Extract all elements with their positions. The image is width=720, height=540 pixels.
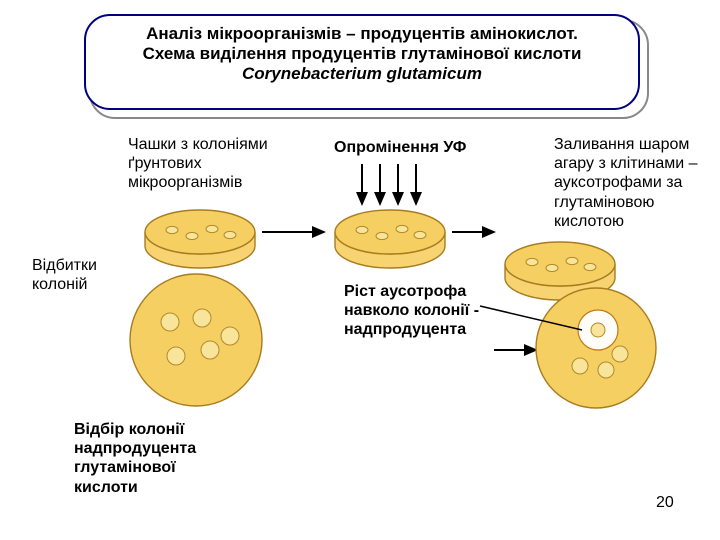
diagram-svg <box>0 0 720 540</box>
